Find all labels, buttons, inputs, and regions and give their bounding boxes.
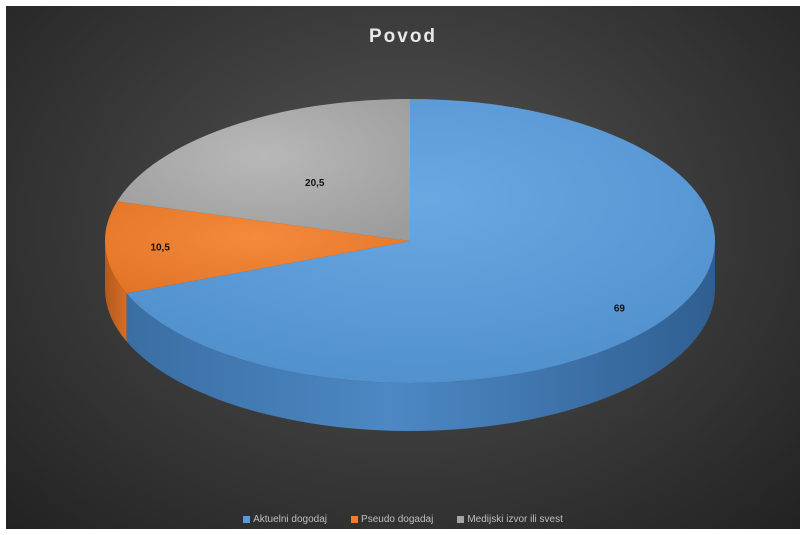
pie-slice-pseudo bbox=[105, 201, 410, 294]
legend-item-pseudo: Pseudo dogadaj bbox=[351, 514, 433, 525]
pie-slice-aktuelni bbox=[126, 99, 716, 383]
chart-area: Povod bbox=[6, 6, 800, 529]
pie-side-pseudo bbox=[105, 241, 127, 342]
pie-chart: 69 10,5 20,5 bbox=[105, 99, 716, 431]
data-label-pseudo: 10,5 bbox=[150, 242, 170, 253]
legend-label: Medijski izvor ili svest bbox=[467, 514, 563, 525]
legend: Aktuelni dogodaj Pseudo dogadaj Medijski… bbox=[6, 514, 800, 525]
legend-label: Pseudo dogadaj bbox=[361, 514, 434, 525]
chart-title: Povod bbox=[368, 26, 438, 47]
data-label-medijski: 20,5 bbox=[305, 178, 325, 189]
legend-swatch-orange bbox=[351, 516, 359, 523]
legend-swatch-gray bbox=[457, 516, 465, 523]
legend-swatch-blue bbox=[243, 516, 251, 523]
pie-side-aktuelni bbox=[126, 241, 716, 431]
legend-item-aktuelni: Aktuelni dogodaj bbox=[243, 514, 327, 525]
data-label-aktuelni: 69 bbox=[614, 303, 626, 314]
pie-slice-medijski bbox=[117, 99, 411, 241]
legend-item-medijski: Medijski izvor ili svest bbox=[457, 514, 563, 525]
legend-label: Aktuelni dogodaj bbox=[253, 514, 328, 525]
